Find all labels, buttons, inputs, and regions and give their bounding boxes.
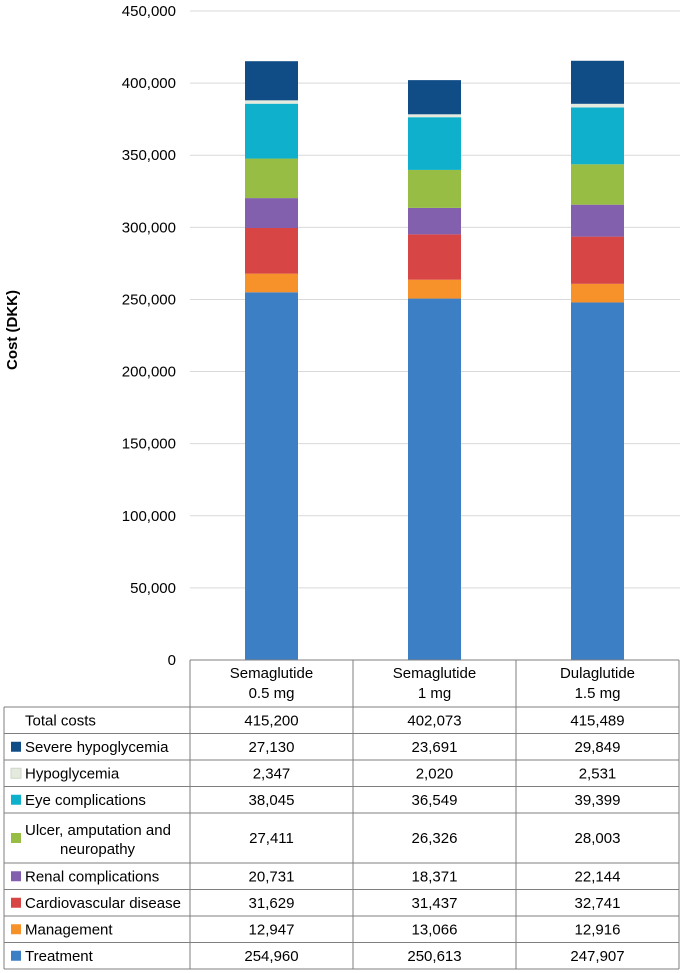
bar-segment xyxy=(245,100,298,104)
table-cell-value: 2,347 xyxy=(253,765,291,782)
y-tick-label: 300,000 xyxy=(122,219,176,236)
table-cell-value: 402,073 xyxy=(407,712,461,729)
table-cell-value: 2,531 xyxy=(579,765,617,782)
table-cell-value: 28,003 xyxy=(575,830,621,847)
row-label: Hypoglycemia xyxy=(25,765,120,782)
bar-segment xyxy=(245,158,298,199)
bar-segment xyxy=(571,302,624,660)
row-label: Total costs xyxy=(25,712,96,729)
table-cell-value: 12,916 xyxy=(575,921,621,938)
y-tick-label: 50,000 xyxy=(130,580,176,597)
bar-segment xyxy=(408,117,461,170)
row-label: Treatment xyxy=(25,948,94,965)
table-cell-value: 415,200 xyxy=(244,712,298,729)
table-cell-value: 247,907 xyxy=(570,948,624,965)
bar-segment xyxy=(571,164,624,205)
legend-key xyxy=(11,794,21,805)
y-axis-label: Cost (DKK) xyxy=(4,290,21,370)
y-tick-label: 400,000 xyxy=(122,75,176,92)
table-cell-value: 250,613 xyxy=(407,948,461,965)
category-label: Dulaglutide xyxy=(560,665,635,682)
table-cell-value: 20,731 xyxy=(249,868,295,885)
bars xyxy=(245,60,624,660)
y-axis-ticks: 0 50,000 100,000 150,000 200,000 250,000 300,0… xyxy=(122,3,176,669)
bar-segment xyxy=(571,60,624,104)
table-cell-value: 13,066 xyxy=(412,921,458,938)
table-cell-value: 27,411 xyxy=(249,830,294,847)
legend-key xyxy=(11,924,21,935)
bar-segment xyxy=(408,207,461,235)
legend-key xyxy=(10,767,22,779)
row-label: Ulcer, amputation and xyxy=(25,822,171,839)
bar-segment xyxy=(245,228,298,274)
row-label: Severe hypoglycemia xyxy=(25,739,169,756)
y-tick-label: 100,000 xyxy=(122,508,176,525)
row-label: Renal complications xyxy=(25,868,159,885)
table-cell-value: 29,849 xyxy=(575,739,621,756)
category-sublabel: 1 mg xyxy=(418,685,451,702)
table-cell-value: 32,741 xyxy=(575,895,621,912)
bar-segment xyxy=(408,80,461,115)
y-tick-label: 0 xyxy=(168,652,176,669)
legend-key xyxy=(11,950,21,961)
category-sublabel: 0.5 mg xyxy=(249,685,295,702)
table-cell-value: 415,489 xyxy=(570,712,624,729)
bar-segment xyxy=(245,273,298,293)
table-cell-value: 39,399 xyxy=(575,792,621,809)
row-label-continued: neuropathy xyxy=(60,841,136,858)
category-sublabel: 1.5 mg xyxy=(575,685,621,702)
table-cell-value: 18,371 xyxy=(412,868,458,885)
table-cell-value: 31,437 xyxy=(412,895,458,912)
y-tick-label: 150,000 xyxy=(122,436,176,453)
y-tick-label: 200,000 xyxy=(122,364,176,381)
y-tick-label: 250,000 xyxy=(122,291,176,308)
data-table: Semaglutide 0.5 mg Semaglutide 1 mg Dulaglut… xyxy=(3,659,680,970)
table-cell-value: 38,045 xyxy=(249,792,295,809)
legend-key xyxy=(11,871,21,882)
bar-segment xyxy=(408,298,461,660)
table-cell-value: 12,947 xyxy=(249,921,295,938)
bar-segment xyxy=(245,292,298,660)
bar-segment xyxy=(571,107,624,165)
bar-segment xyxy=(245,103,298,159)
category-label: Semaglutide xyxy=(230,665,313,682)
table-cell-value: 22,144 xyxy=(575,868,621,885)
legend-key xyxy=(11,897,21,908)
table-cell-value: 2,020 xyxy=(416,765,454,782)
bar-segment xyxy=(245,198,298,229)
table-cell-value: 23,691 xyxy=(412,739,458,756)
table-cell-value: 254,960 xyxy=(244,948,298,965)
bar-segment xyxy=(571,103,624,108)
bar-segment xyxy=(245,61,298,101)
row-label: Eye complications xyxy=(25,792,146,809)
bar-segment xyxy=(571,236,624,284)
bar-segment xyxy=(571,204,624,237)
table-cell-value: 26,326 xyxy=(412,830,458,847)
legend-key xyxy=(11,833,21,843)
y-tick-label: 350,000 xyxy=(122,147,176,164)
row-label: Management xyxy=(25,921,113,938)
table-cell-value: 27,130 xyxy=(249,739,295,756)
y-tick-label: 450,000 xyxy=(122,3,176,20)
legend-key xyxy=(11,741,21,752)
table-cell-value: 36,549 xyxy=(412,792,458,809)
bar-segment xyxy=(408,234,461,280)
bar-segment xyxy=(408,279,461,299)
category-label: Semaglutide xyxy=(393,665,476,682)
row-label: Cardiovascular disease xyxy=(25,895,181,912)
bar-segment xyxy=(408,169,461,208)
table-cell-value: 31,629 xyxy=(249,895,295,912)
bar-segment xyxy=(408,114,461,118)
bar-segment xyxy=(571,283,624,303)
